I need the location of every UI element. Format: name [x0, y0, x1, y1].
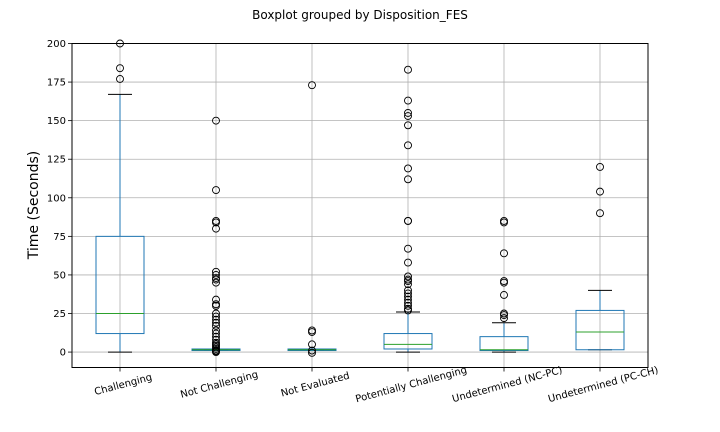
- x-tick-label: Not Challenging: [179, 369, 259, 400]
- outlier-point: [212, 300, 220, 309]
- x-tick-label: Challenging: [93, 372, 153, 398]
- y-tick-label: 0: [60, 348, 66, 359]
- outlier-point: [308, 81, 316, 90]
- outlier-point: [404, 96, 412, 105]
- outlier-point: [404, 175, 412, 184]
- outlier-point: [596, 209, 604, 218]
- grid-layer: [72, 43, 648, 368]
- outlier-point: [404, 295, 412, 304]
- outlier-point: [212, 312, 220, 321]
- x-tick-label: Undetermined (NC-PC): [451, 365, 564, 405]
- outlier-point: [212, 116, 220, 125]
- outlier-point: [404, 164, 412, 173]
- outlier-point: [404, 298, 412, 307]
- box-group: [479, 322, 529, 353]
- y-tick-label: 100: [47, 193, 66, 204]
- y-axis-label: Time (Seconds): [26, 151, 42, 260]
- outlier-point: [404, 121, 412, 130]
- outlier-point: [116, 75, 124, 83]
- outlier-point: [308, 340, 316, 349]
- outlier-point: [212, 224, 220, 233]
- outliers-layer: [116, 39, 604, 357]
- y-tick-label: 25: [53, 309, 66, 320]
- outlier-point: [404, 280, 412, 289]
- x-tick-label: Not Evaluated: [280, 371, 351, 400]
- plot-frame: [71, 43, 649, 368]
- outlier-point: [500, 309, 508, 318]
- iqr-box: [95, 235, 145, 335]
- outlier-point: [404, 112, 412, 120]
- outlier-point: [404, 141, 412, 150]
- box-group: [575, 289, 625, 351]
- outlier-point: [500, 291, 508, 299]
- iqr-box: [575, 309, 625, 351]
- outlier-point: [212, 216, 220, 225]
- outlier-point: [500, 314, 508, 323]
- outlier-point: [212, 335, 220, 344]
- outlier-point: [404, 65, 412, 74]
- outlier-point: [404, 258, 412, 267]
- outlier-point: [212, 321, 220, 330]
- iqr-box: [383, 333, 433, 350]
- outlier-point: [212, 332, 220, 341]
- outlier-point: [596, 187, 604, 196]
- outlier-point: [404, 289, 412, 298]
- outlier-point: [500, 216, 508, 225]
- x-axis: Challenging Not Challenging Not Evaluated P…: [93, 365, 659, 405]
- outlier-point: [404, 272, 412, 281]
- outlier-point: [308, 326, 316, 335]
- outlier-point: [212, 295, 220, 304]
- y-tick-label: 75: [53, 232, 66, 243]
- outlier-point: [212, 338, 220, 347]
- outlier-point: [308, 346, 316, 355]
- outlier-point: [212, 326, 220, 335]
- outlier-point: [596, 162, 604, 171]
- outlier-point: [212, 318, 220, 327]
- outlier-point: [212, 309, 220, 318]
- outlier-point: [500, 277, 508, 286]
- y-axis: 0 25 50 75 100 125 150 175 200: [47, 39, 72, 359]
- outlier-point: [500, 249, 508, 258]
- y-tick-label: 200: [47, 39, 66, 50]
- outlier-point: [308, 348, 316, 357]
- outlier-point: [404, 301, 412, 310]
- outlier-point: [404, 216, 412, 225]
- outlier-point: [212, 278, 220, 287]
- y-tick-label: 150: [47, 116, 66, 127]
- y-tick-label: 125: [47, 155, 66, 166]
- outlier-point: [404, 275, 412, 284]
- x-tick-label: Undetermined (PC-CH): [547, 365, 660, 405]
- outlier-point: [404, 292, 412, 301]
- iqr-box: [479, 336, 529, 352]
- outlier-point: [212, 270, 220, 279]
- outlier-point: [404, 244, 412, 253]
- outlier-point: [212, 274, 220, 282]
- y-tick-label: 50: [53, 270, 66, 281]
- outlier-point: [212, 267, 220, 276]
- y-tick-label: 175: [47, 78, 66, 89]
- outlier-point: [404, 304, 412, 313]
- chart-title: Boxplot grouped by Disposition_FES: [252, 8, 468, 22]
- outlier-point: [212, 315, 220, 324]
- outlier-point: [404, 286, 412, 295]
- outlier-point: [404, 108, 412, 117]
- box-group: [95, 93, 145, 353]
- outlier-point: [212, 186, 220, 195]
- x-tick-label: Potentially Challenging: [354, 365, 468, 405]
- outlier-point: [212, 329, 220, 338]
- outlier-point: [116, 64, 124, 73]
